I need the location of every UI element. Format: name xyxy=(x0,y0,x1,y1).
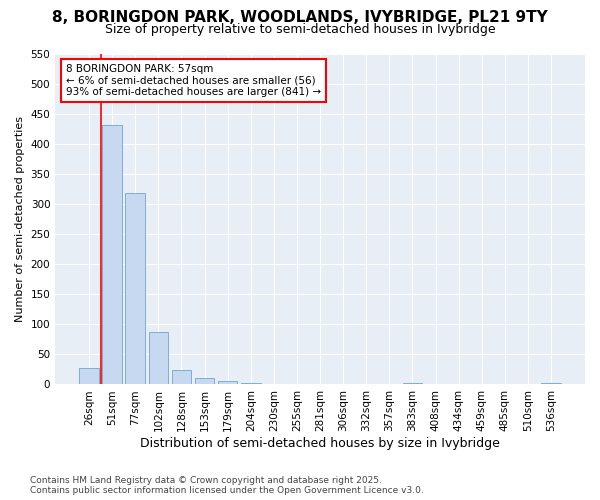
Bar xyxy=(403,382,422,384)
Bar xyxy=(149,332,168,384)
Bar xyxy=(195,378,214,384)
Bar xyxy=(103,125,122,384)
Bar xyxy=(125,194,145,384)
Text: Size of property relative to semi-detached houses in Ivybridge: Size of property relative to semi-detach… xyxy=(104,22,496,36)
Bar xyxy=(79,368,99,384)
Bar xyxy=(172,370,191,384)
X-axis label: Distribution of semi-detached houses by size in Ivybridge: Distribution of semi-detached houses by … xyxy=(140,437,500,450)
Bar xyxy=(218,382,238,384)
Text: 8 BORINGDON PARK: 57sqm
← 6% of semi-detached houses are smaller (56)
93% of sem: 8 BORINGDON PARK: 57sqm ← 6% of semi-det… xyxy=(66,64,321,97)
Text: Contains HM Land Registry data © Crown copyright and database right 2025.
Contai: Contains HM Land Registry data © Crown c… xyxy=(30,476,424,495)
Y-axis label: Number of semi-detached properties: Number of semi-detached properties xyxy=(15,116,25,322)
Text: 8, BORINGDON PARK, WOODLANDS, IVYBRIDGE, PL21 9TY: 8, BORINGDON PARK, WOODLANDS, IVYBRIDGE,… xyxy=(52,10,548,25)
Bar xyxy=(241,382,260,384)
Bar xyxy=(541,382,561,384)
